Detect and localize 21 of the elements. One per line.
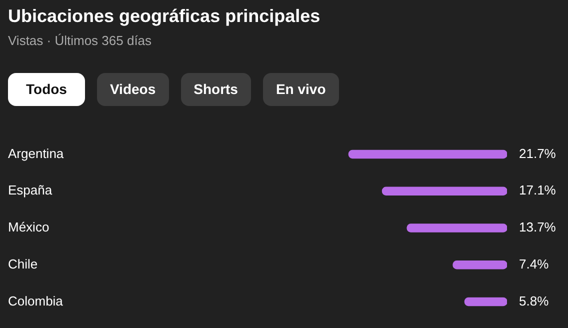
data-label: 5.8% (519, 293, 550, 308)
data-label: 21.7% (519, 146, 556, 161)
bar (382, 186, 507, 196)
tab-button[interactable]: Shorts (180, 73, 251, 106)
y-tick-label: España (8, 182, 53, 198)
bar (452, 260, 507, 270)
bar (464, 297, 507, 306)
text: Ubicaciones geográficas principales (8, 6, 320, 27)
data-label: 13.7% (519, 220, 556, 235)
tab-button[interactable]: Videos (96, 73, 169, 106)
text: Vistas · Últimos 365 días (8, 33, 152, 48)
tab-button[interactable]: Todos (8, 73, 85, 106)
tab-button[interactable]: En vivo (262, 73, 339, 106)
y-tick-label: Argentina (8, 146, 64, 161)
data-label: 17.1% (519, 182, 556, 198)
y-tick-label: Colombia (8, 293, 64, 308)
data-label: 7.4% (519, 256, 550, 272)
y-tick-label: México (8, 220, 50, 235)
bar (348, 150, 507, 159)
y-tick-label: Chile (8, 256, 38, 272)
bar (406, 224, 507, 232)
